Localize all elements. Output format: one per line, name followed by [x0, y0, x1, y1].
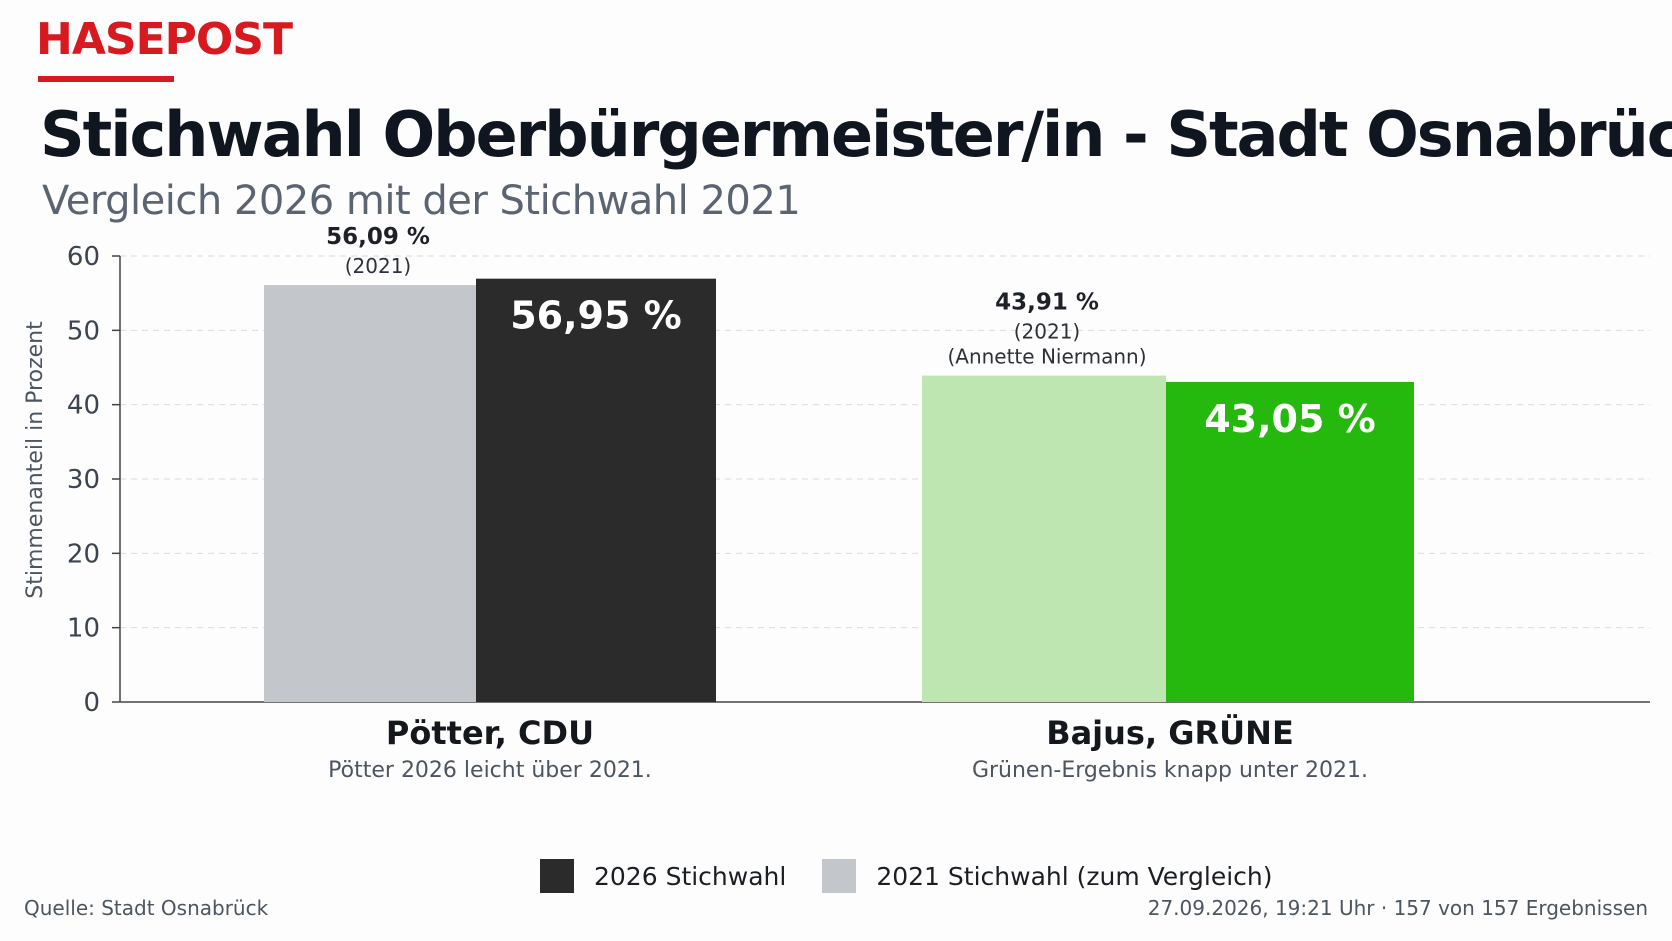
legend-label-2021: 2021 Stichwahl (zum Vergleich): [876, 861, 1273, 891]
bar-2021: [922, 375, 1166, 702]
data-label-2026: 43,05 %: [1204, 397, 1376, 441]
legend-label-2026: 2026 Stichwahl: [594, 861, 787, 891]
data-label-2021-note: (2021): [345, 254, 412, 278]
source-note: Quelle: Stadt Osnabrück: [24, 896, 269, 920]
y-tick-label: 50: [67, 316, 100, 346]
brand-logo: HASEPOST: [36, 14, 293, 65]
data-label-2021-note: (2021): [1014, 320, 1081, 344]
y-tick-label: 60: [67, 242, 100, 272]
x-category-note: Grünen-Ergebnis knapp unter 2021.: [972, 758, 1368, 783]
data-label-2021: 56,09 %: [326, 224, 430, 250]
legend-item-2026: 2026 Stichwahl: [540, 859, 786, 893]
update-status: 27.09.2026, 19:21 Uhr · 157 von 157 Erge…: [1147, 896, 1648, 920]
legend-item-2021: 2021 Stichwahl (zum Vergleich): [822, 859, 1273, 893]
x-category-note: Pötter 2026 leicht über 2021.: [328, 758, 652, 783]
bar-2021: [264, 285, 476, 702]
data-label-2021: 43,91 %: [995, 290, 1099, 316]
data-label-2021-note: (Annette Niermann): [947, 345, 1146, 369]
chart-title: Stichwahl Oberbürgermeister/in - Stadt O…: [40, 98, 1672, 171]
brand-underline: [38, 76, 174, 82]
legend-swatch-2021: [822, 859, 857, 893]
chart-subtitle: Vergleich 2026 mit der Stichwahl 2021: [42, 178, 801, 224]
data-label-2026: 56,95 %: [510, 294, 682, 338]
x-category-label: Bajus, GRÜNE: [1046, 714, 1294, 752]
legend-swatch-2026: [540, 859, 574, 893]
x-category-label: Pötter, CDU: [386, 714, 594, 752]
y-tick-label: 0: [83, 688, 100, 718]
bar-2026: [476, 278, 716, 702]
y-tick-label: 40: [67, 391, 100, 421]
y-axis-label: Stimmenanteil in Prozent: [23, 321, 48, 599]
bar-2026: [1166, 381, 1414, 702]
y-tick-label: 20: [67, 539, 100, 569]
y-tick-label: 30: [67, 465, 100, 495]
chart-legend: 2026 Stichwahl 2021 Stichwahl (zum Vergl…: [540, 858, 1309, 894]
y-tick-label: 10: [67, 614, 100, 644]
